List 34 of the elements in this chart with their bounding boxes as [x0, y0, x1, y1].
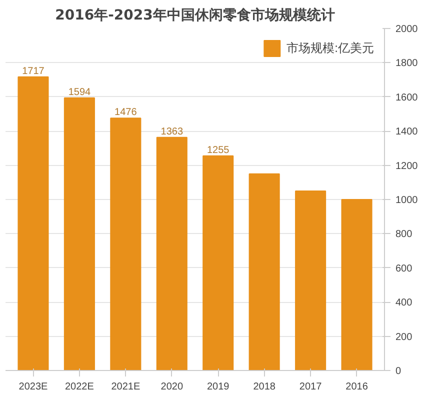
y-tick-label: 600: [396, 263, 413, 274]
bar: [110, 118, 142, 370]
y-tick-label: 0: [396, 366, 402, 377]
data-label: 1717: [22, 66, 45, 77]
x-tick-label: 2018: [253, 382, 276, 392]
y-tick-label: 1800: [396, 58, 418, 70]
data-label: 1476: [114, 107, 138, 118]
x-tick-label: 2019: [206, 382, 230, 392]
bar: [341, 199, 372, 370]
x-tick-label: 2022E: [64, 382, 94, 392]
legend-label: 市场规模:亿美元: [286, 40, 374, 56]
y-tick-label: 1200: [396, 160, 418, 172]
bar: [18, 76, 49, 370]
bar: [248, 173, 280, 370]
y-tick-label: 1600: [396, 92, 418, 104]
x-tick-label: 2021E: [111, 382, 140, 392]
y-tick-label: 200: [396, 332, 413, 343]
y-tick-label: 2000: [396, 24, 418, 35]
data-label: 1363: [160, 126, 184, 138]
chart-title: 2016年-2023年中国休闲零食市场规模统计: [55, 6, 335, 24]
data-label: 1255: [206, 144, 230, 156]
data-label: 1594: [68, 86, 92, 98]
y-tick-label: 400: [396, 298, 413, 309]
bar: [202, 155, 234, 370]
y-tick-label: 1400: [396, 126, 418, 138]
x-tick-label: 2017: [299, 382, 322, 392]
bar: [295, 190, 326, 370]
y-tick-label: 1000: [396, 195, 418, 206]
x-tick-label: 2023E: [18, 382, 48, 392]
y-tick-label: 800: [396, 229, 413, 240]
x-tick-label: 2016: [346, 382, 368, 392]
x-tick-label: 2020: [160, 382, 184, 392]
bar: [156, 136, 188, 370]
bar: [64, 97, 95, 370]
